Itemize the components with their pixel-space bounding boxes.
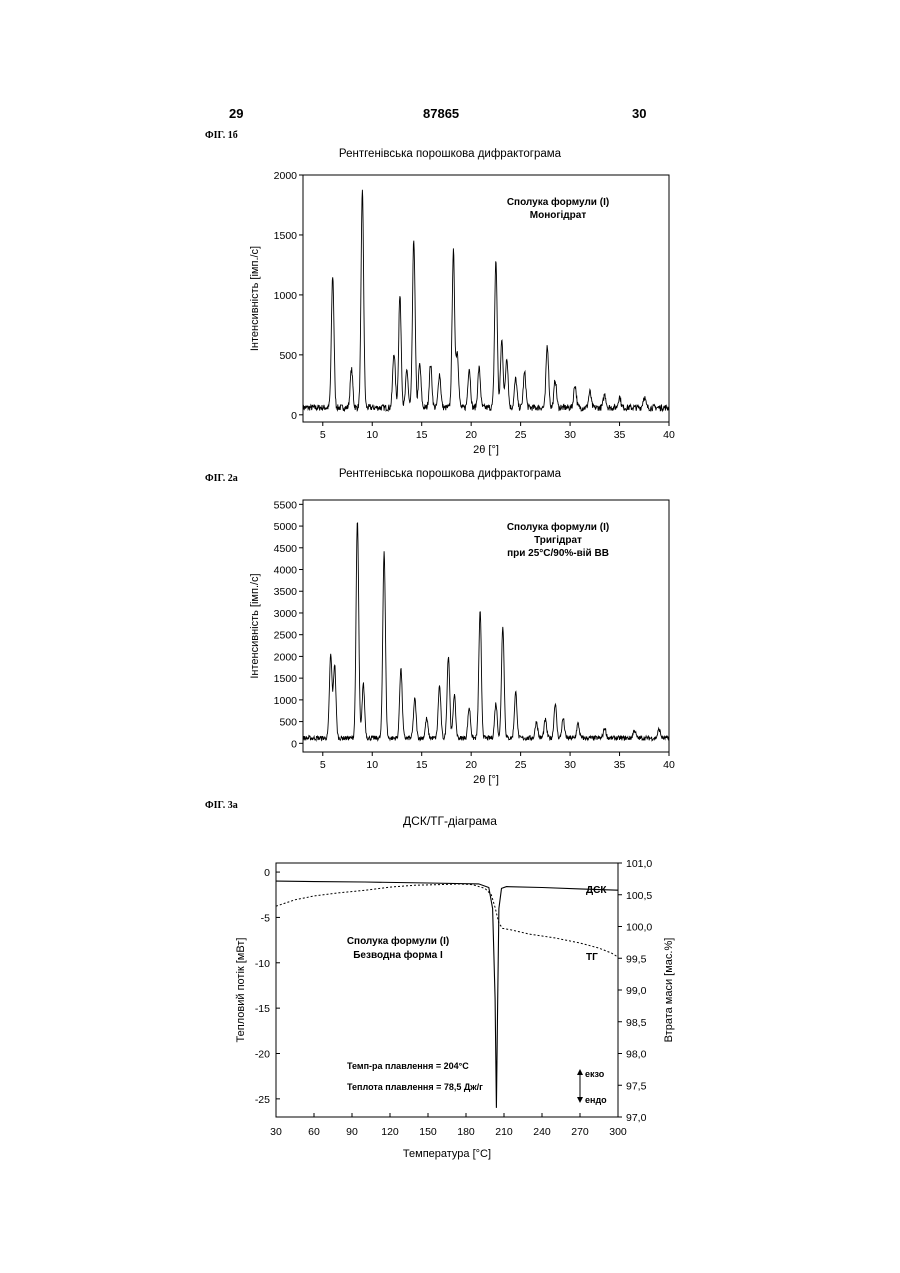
dsc-curve — [276, 881, 618, 1108]
y-tick-label: -20 — [255, 1049, 270, 1061]
endo-label: ендо — [585, 1095, 607, 1105]
heat-of-fusion-note: Теплота плавлення = 78,5 Дж/г — [347, 1082, 483, 1092]
x-tick-label: 120 — [381, 1126, 399, 1138]
x-tick-label: 210 — [495, 1126, 513, 1138]
x-tick-label: 60 — [308, 1126, 320, 1138]
x-tick-label: 30 — [270, 1126, 282, 1138]
y2-tick-label: 100,5 — [626, 890, 652, 902]
y2-axis-label: Втрата маси [мас.%] — [663, 938, 675, 1043]
endo-arrowhead-icon — [577, 1097, 583, 1103]
x-tick-label: 180 — [457, 1126, 475, 1138]
y2-tick-label: 99,5 — [626, 953, 647, 965]
melting-point-note: Темп-ра плавлення = 204°C — [347, 1061, 469, 1071]
y-tick-label: 0 — [264, 867, 270, 879]
y-tick-label: -10 — [255, 958, 270, 970]
y-tick-label: -5 — [261, 912, 270, 924]
y-tick-label: -25 — [255, 1094, 270, 1106]
y2-tick-label: 100,0 — [626, 922, 652, 934]
x-tick-label: 90 — [346, 1126, 358, 1138]
dsc-series-label: ДСК — [586, 885, 607, 896]
y-tick-label: -15 — [255, 1003, 270, 1015]
y2-tick-label: 98,0 — [626, 1049, 647, 1061]
y2-tick-label: 97,0 — [626, 1112, 647, 1124]
exo-label: екзо — [585, 1069, 605, 1079]
y2-tick-label: 98,5 — [626, 1017, 647, 1029]
x-tick-label: 150 — [419, 1126, 437, 1138]
plot-frame — [276, 863, 618, 1117]
exo-arrowhead-icon — [577, 1069, 583, 1075]
compound-annotation: Безводна форма І — [353, 949, 443, 961]
y2-tick-label: 99,0 — [626, 985, 647, 997]
x-tick-label: 300 — [609, 1126, 627, 1138]
compound-annotation: Сполука формули (I) — [347, 935, 449, 947]
y2-tick-label: 101,0 — [626, 858, 652, 870]
x-tick-label: 240 — [533, 1126, 551, 1138]
tg-series-label: ТГ — [586, 952, 598, 963]
x-axis-label: Температура [°C] — [403, 1148, 491, 1160]
x-tick-label: 270 — [571, 1126, 589, 1138]
y2-tick-label: 97,5 — [626, 1080, 647, 1092]
dsc-tg-chart: 30 60 90 120 150 180 210 240 270 300 0 -5 -10 -15 -20 -… — [0, 0, 900, 1180]
y-axis-label: Тепловий потік [мВт] — [235, 938, 247, 1043]
